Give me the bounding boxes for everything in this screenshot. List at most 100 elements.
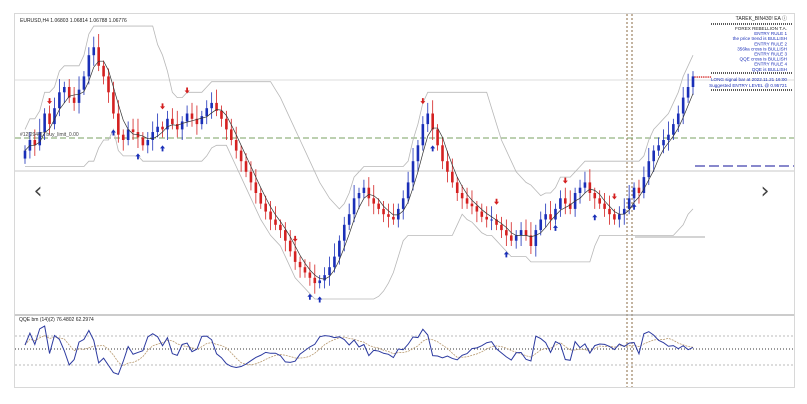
candle-body [215, 102, 218, 111]
buy-arrow-icon [135, 153, 141, 160]
marker-dot [694, 76, 696, 78]
candle-body [264, 203, 267, 212]
sell-arrow-icon [494, 198, 500, 205]
candle-body [431, 113, 434, 130]
symbol-ohlc-label: EURUSD,H4 1.06803 1.06814 1.06788 1.0677… [20, 18, 127, 24]
qqe-main-line [24, 325, 694, 376]
candle-body [161, 126, 164, 130]
sell-arrow-icon [420, 98, 426, 105]
sell-arrow-icon [47, 98, 53, 105]
candle-body [229, 129, 233, 140]
candle-body [441, 145, 444, 162]
panel-line: the price trend is BULLISH [733, 36, 787, 41]
panel-line: 356ka cross is BULLISH [737, 46, 787, 51]
candle-body [72, 97, 76, 103]
candle-body [505, 230, 508, 236]
candle-body [279, 224, 282, 231]
candle-body [33, 140, 37, 146]
candle-body [156, 126, 159, 133]
candle-body [288, 240, 292, 252]
candle-body [112, 92, 115, 114]
marker-dot [709, 76, 712, 78]
next-image-chevron-icon[interactable]: › [760, 179, 770, 204]
marker-dot [703, 76, 705, 78]
candle-body [637, 187, 641, 193]
candle-body [92, 47, 96, 56]
trading-chart[interactable]: EURUSD,H4 1.06803 1.06814 1.06788 1.0677… [15, 14, 794, 387]
candle-body [117, 113, 120, 135]
candle-body [475, 206, 479, 212]
candle-body [126, 129, 130, 140]
candle-body [563, 198, 567, 204]
candle-body [559, 198, 562, 209]
panel-line: QQE cross is BULLISH [740, 57, 787, 62]
signal-bar-text: LONG signal bar at 2022.11.21 16:00 [711, 77, 787, 82]
candle-body [352, 198, 356, 215]
candle-body [146, 140, 150, 146]
candle-body [446, 161, 449, 172]
candle-body [588, 182, 592, 193]
candle-body [38, 132, 42, 146]
candle-body [554, 208, 557, 220]
candle-body [313, 277, 317, 284]
candle-body [342, 224, 346, 241]
candle-body [583, 182, 587, 188]
candle-body [220, 110, 223, 119]
candle-body [549, 214, 552, 220]
candle-body [254, 182, 258, 193]
panel-line: FOREX REBELLION T.A. [735, 26, 787, 31]
candle-body [632, 187, 636, 199]
order-label: #12[2944]2 buy_limit_0.00 [20, 132, 79, 138]
entry-level-text: Suggested ENTRY LEVEL @ 0.95721 [709, 83, 787, 88]
panel-line: QQE is BULLISH [752, 67, 787, 72]
sell-arrow-icon [160, 103, 166, 110]
candle-body [318, 280, 322, 284]
candle-body [97, 47, 100, 66]
candle-body [151, 132, 155, 140]
sell-arrow-icon [562, 177, 568, 184]
candle-body [470, 203, 474, 207]
candle-body [205, 108, 209, 117]
sell-arrow-icon [611, 193, 617, 200]
candle-body [465, 198, 469, 204]
candle-body [396, 208, 400, 220]
candle-body [43, 113, 46, 133]
panel-line: ENTRY RULE 2 [754, 41, 787, 46]
candle-body [411, 161, 415, 183]
candle-body [269, 211, 272, 220]
marker-dot [696, 76, 698, 78]
candle-body [141, 137, 145, 146]
candle-body [77, 89, 81, 103]
candle-body [598, 198, 601, 204]
window-tag: TAREK_BIN430! EA ⓘ [736, 15, 787, 22]
candle-body [82, 76, 86, 90]
candle-body [225, 118, 228, 130]
previous-image-chevron-icon[interactable]: ‹ [33, 179, 43, 204]
panel-line: ENTRY RULE 4 [754, 62, 787, 67]
candle-body [382, 208, 385, 215]
candle-body [608, 208, 611, 215]
candle-body [652, 150, 656, 162]
candle-body [672, 124, 675, 135]
candle-body [529, 235, 533, 246]
marker-dot [707, 76, 709, 78]
candle-body [622, 208, 626, 215]
candle-body [185, 113, 189, 122]
candle-body [303, 267, 307, 273]
candle-body [568, 203, 572, 209]
moving-average-line [24, 60, 694, 280]
candle-body [53, 108, 56, 125]
candle-body [455, 182, 459, 193]
panel-line: ENTRY RULE 3 [754, 52, 787, 57]
candle-body [357, 193, 361, 199]
buy-arrow-icon [307, 293, 313, 300]
candle-body [284, 230, 287, 241]
candle-body [509, 235, 513, 241]
candle-body [102, 65, 105, 77]
qqe-lines [24, 325, 694, 376]
candle-body [618, 214, 621, 220]
candles-group [23, 34, 695, 294]
candle-body [67, 87, 71, 98]
candle-body [691, 76, 695, 87]
marker-dot [698, 76, 701, 78]
